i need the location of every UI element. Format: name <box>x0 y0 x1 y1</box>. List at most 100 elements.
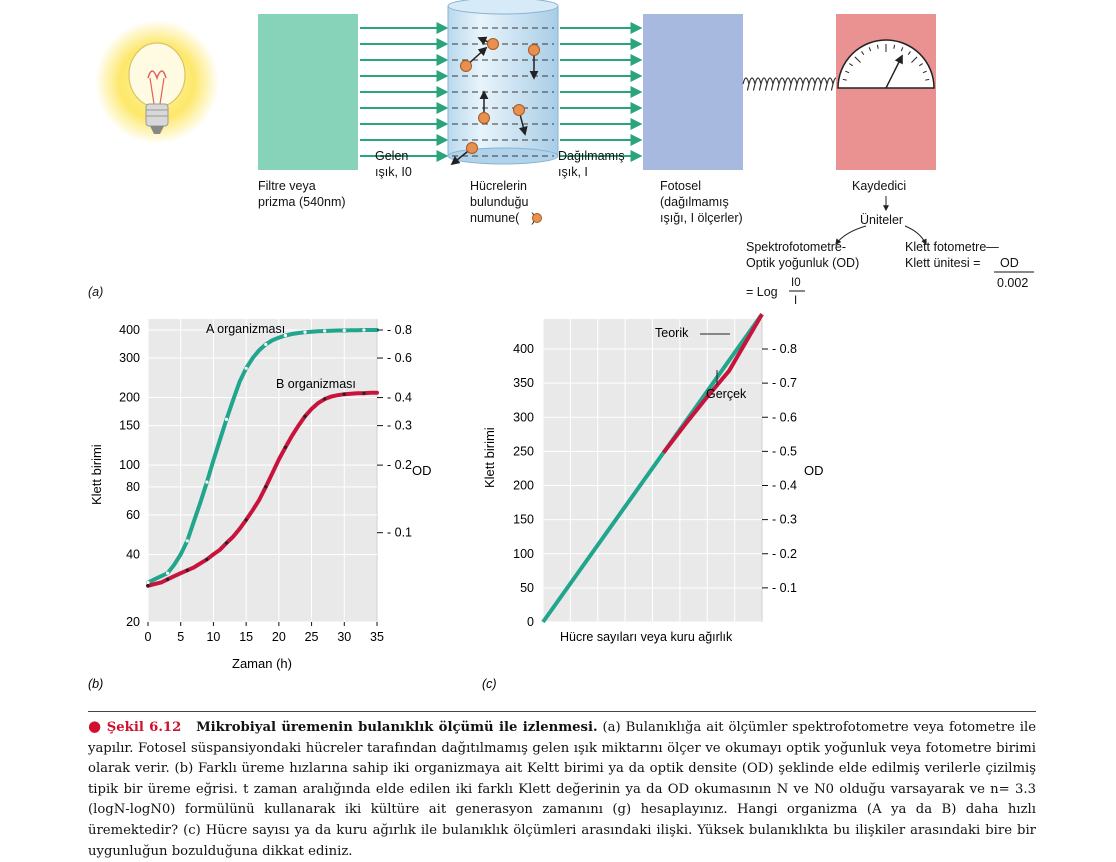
chart-c: 0 50 100 150 200 250 300 350 400 - 0.1 - 0.2 - 0.3… <box>482 313 824 691</box>
sample-label-1: Hücrelerin <box>470 179 527 193</box>
point-b <box>342 392 346 396</box>
point-b <box>303 414 307 418</box>
b-od-tick-label: - 0.2 <box>387 458 412 472</box>
recorder-label: Kaydedici <box>852 179 906 193</box>
c-od-tick-label: - 0.6 <box>772 410 797 424</box>
point-a <box>185 539 189 543</box>
b-y-tick-label: 40 <box>126 547 140 561</box>
caption-bullet-icon: ● <box>88 717 102 735</box>
unscattered-label-1: Dağılmamış <box>558 149 625 163</box>
unscattered-label-2: ışık, I <box>558 165 588 179</box>
c-y-tick-label: 100 <box>513 547 534 561</box>
b-x-tick-label: 15 <box>239 630 253 644</box>
c-od-tick-label: - 0.2 <box>772 547 797 561</box>
chart-c-ylabel-right: OD <box>804 463 824 478</box>
series-line-teorik <box>541 313 764 624</box>
incident-label-1: Gelen <box>375 149 408 163</box>
series-label-gercek: Gerçek <box>706 387 747 401</box>
b-y-tick-label: 20 <box>126 615 140 629</box>
point-b <box>244 518 248 522</box>
c-y-tick-label: 0 <box>527 615 534 629</box>
c-od-tick-label: - 0.5 <box>772 444 797 458</box>
b-y-tick-label: 400 <box>119 323 140 337</box>
cell-icon <box>460 60 472 72</box>
c-y-tick-label: 250 <box>513 444 534 458</box>
point-b <box>146 584 150 588</box>
c-od-tick-label: - 0.8 <box>772 342 797 356</box>
klett-label-1: Klett fotometre— <box>905 240 999 254</box>
b-y-tick-label: 300 <box>119 351 140 365</box>
c-y-tick-label: 200 <box>513 479 534 493</box>
light-bulb-icon <box>95 20 219 144</box>
point-a <box>146 580 150 585</box>
point-a <box>224 417 229 421</box>
point-b <box>264 485 268 489</box>
klett-denominator: 0.002 <box>997 276 1028 290</box>
chart-b-xlabel: Zaman (h) <box>232 656 292 671</box>
series-line-gercek <box>661 313 764 454</box>
c-y-tick-label: 350 <box>513 376 534 390</box>
cell-legend-icon <box>532 213 542 223</box>
chart-c-ylabel: Klett birimi <box>482 427 497 488</box>
c-od-tick-label: - 0.4 <box>772 479 797 493</box>
point-a <box>342 328 346 333</box>
b-y-tick-label: 150 <box>119 419 140 433</box>
photocell <box>643 14 743 170</box>
b-x-tick-label: 20 <box>272 630 286 644</box>
point-a <box>166 571 170 575</box>
log-denominator: I <box>794 295 797 307</box>
c-y-tick-label: 400 <box>513 342 534 356</box>
point-b <box>283 445 287 449</box>
c-od-tick-label: - 0.3 <box>772 513 797 527</box>
filter-prism <box>258 14 358 170</box>
sample-label-2: bulunduğu <box>470 195 528 209</box>
b-x-tick-label: 10 <box>206 630 220 644</box>
recorder <box>836 14 936 170</box>
point-a <box>283 333 287 338</box>
b-y-tick-label: 200 <box>119 391 140 405</box>
figure-number: Şekil 6.12 <box>106 720 182 735</box>
cell-icon <box>513 104 525 116</box>
klett-label-2: Klett ünitesi = <box>905 256 980 270</box>
chart-b: 20 40 60 80 100 150 200 300 400 0 5 10 15 20 25 30 35 -… <box>88 319 432 691</box>
figure-title: Mikrobiyal üremenin bulanıklık ölçümü il… <box>196 720 598 735</box>
c-od-tick-label: - 0.7 <box>772 376 797 390</box>
chart-c-xlabel: Hücre sayıları veya kuru ağırlık <box>560 630 733 644</box>
point-b <box>323 397 327 401</box>
incident-label-2: ışık, I0 <box>375 165 412 179</box>
c-y-tick-label: 150 <box>513 513 534 527</box>
series-label-a: A organizması <box>206 322 285 336</box>
b-od-tick-label: - 0.1 <box>387 526 412 540</box>
caption-text: (a) Bulanıklığa ait ölçümler spektrofoto… <box>88 720 1036 859</box>
point-b <box>362 391 366 395</box>
cell-icon <box>478 112 490 124</box>
photocell-label-1: Fotosel <box>660 179 701 193</box>
point-a <box>205 480 209 484</box>
figure-canvas: Filtre veya prizma (540nm) Gelen ışık, I… <box>88 0 1034 691</box>
b-y-tick-label: 80 <box>126 480 140 494</box>
photocell-label-2: (dağılmamış <box>660 195 729 209</box>
point-a <box>303 330 307 334</box>
b-x-tick-label: 5 <box>177 630 184 644</box>
filter-label-2: prizma (540nm) <box>258 195 346 209</box>
b-x-tick-label: 35 <box>370 630 384 644</box>
caption-rule <box>88 711 1036 712</box>
b-x-tick-label: 30 <box>337 630 351 644</box>
point-a <box>264 342 268 347</box>
wire-coil <box>742 77 840 91</box>
b-x-tick-label: 0 <box>145 630 152 644</box>
c-od-tick-label: - 0.1 <box>772 581 797 595</box>
incident-light-rays <box>360 22 449 162</box>
spectro-label-1: Spektrofotometre- <box>746 240 846 254</box>
units-label: Üniteler <box>860 213 903 227</box>
b-od-tick-label: - 0.3 <box>387 419 412 433</box>
b-od-tick-label: - 0.6 <box>387 351 412 365</box>
log-eq-label: = Log <box>746 285 778 299</box>
series-label-teorik: Teorik <box>655 326 689 340</box>
point-b <box>166 577 170 581</box>
b-y-tick-label: 60 <box>126 508 140 522</box>
filter-label-1: Filtre veya <box>258 179 316 193</box>
cell-icon <box>466 142 478 154</box>
cell-icon <box>487 38 499 50</box>
point-b <box>185 568 189 572</box>
